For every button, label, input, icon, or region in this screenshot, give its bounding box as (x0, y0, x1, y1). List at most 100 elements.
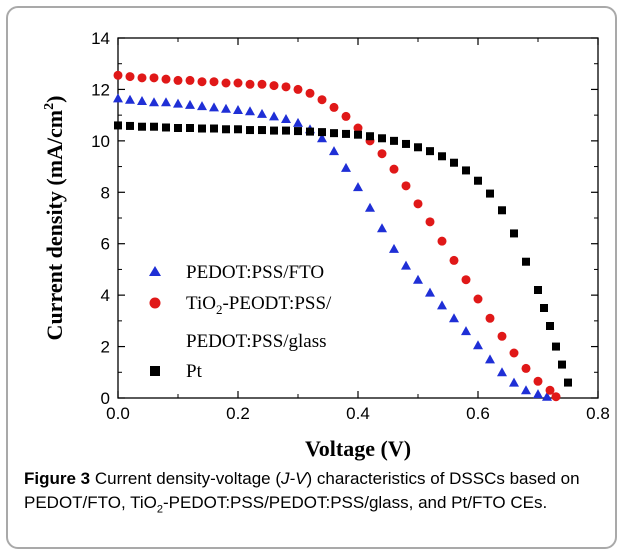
data-point-circle (533, 376, 543, 386)
x-tick-label: 0.4 (346, 404, 370, 423)
data-point-triangle (233, 105, 243, 114)
data-point-triangle (173, 98, 183, 108)
data-point-square (474, 176, 482, 185)
data-point-triangle (437, 300, 447, 310)
y-tick-label: 4 (101, 286, 110, 305)
legend-label-pedot-fto: PEDOT:PSS/FTO (186, 262, 324, 283)
legend-marker-triangle (149, 266, 161, 276)
data-point-square (138, 122, 146, 131)
y-tick-label: 10 (91, 132, 110, 151)
data-point-circle (173, 75, 183, 85)
data-point-triangle (485, 354, 495, 364)
data-point-circle (185, 75, 195, 85)
legend: PEDOT:PSS/FTO TiO2-PEODT:PSS/ PEDOT:PSS/… (149, 262, 332, 382)
data-point-triangle (365, 202, 375, 212)
data-point-triangle (257, 108, 267, 118)
data-point-circle (269, 81, 279, 91)
y-tick-label: 0 (101, 389, 110, 408)
data-point-triangle (269, 111, 279, 121)
data-point-triangle (161, 97, 171, 107)
data-point-square (258, 126, 266, 135)
data-point-circle (545, 385, 555, 395)
data-point-circle (317, 95, 327, 105)
caption-text-a: Current density-voltage ( (90, 469, 281, 488)
data-point-square (282, 126, 290, 135)
data-point-square (414, 143, 422, 152)
legend-label-tio2-prefix: TiO (186, 293, 216, 314)
data-point-square (246, 126, 254, 135)
data-point-triangle (293, 117, 303, 127)
data-point-square (306, 127, 314, 136)
data-point-triangle (341, 162, 351, 172)
data-point-square (462, 166, 470, 175)
data-point-triangle (125, 94, 135, 104)
data-point-triangle (149, 97, 159, 107)
data-point-circle (425, 217, 435, 227)
legend-marker-square (150, 366, 160, 376)
data-point-square (150, 122, 158, 131)
data-point-circle (221, 78, 231, 88)
data-point-circle (281, 82, 291, 92)
series-triangle (113, 93, 552, 401)
data-point-square (222, 125, 230, 134)
data-point-square (366, 132, 374, 141)
data-point-circle (449, 255, 459, 265)
data-point-square (450, 158, 458, 167)
data-point-circle (551, 392, 561, 402)
data-point-circle (341, 111, 351, 121)
data-point-circle (437, 236, 447, 246)
caption-text-b: ) characteristics of DSSCs based on PEDO… (24, 469, 580, 512)
data-point-triangle (197, 101, 207, 111)
data-point-square (558, 360, 566, 369)
data-point-square (402, 139, 410, 148)
series-circle (113, 70, 561, 402)
data-point-circle (113, 70, 123, 80)
data-point-square (318, 128, 326, 137)
data-point-square (270, 126, 278, 135)
data-point-circle (413, 199, 423, 209)
y-tick-label: 8 (101, 183, 110, 202)
data-point-square (498, 206, 506, 215)
x-axis-label: Voltage (V) (305, 436, 411, 461)
data-point-square (564, 378, 572, 387)
y-tick-label: 2 (101, 338, 110, 357)
data-point-triangle (209, 102, 219, 112)
data-point-triangle (449, 313, 459, 323)
x-tick-label: 0.8 (586, 404, 610, 423)
data-point-triangle (509, 377, 519, 387)
data-point-circle (377, 149, 387, 159)
data-point-circle (521, 363, 531, 373)
data-point-circle (293, 84, 303, 94)
data-point-square (534, 286, 542, 294)
y-tick-label: 12 (91, 80, 110, 99)
data-point-square (330, 129, 338, 138)
data-point-square (342, 129, 350, 138)
data-point-triangle (281, 114, 291, 123)
x-tick-label: 0.6 (466, 404, 490, 423)
legend-marker-circle (149, 297, 161, 309)
data-point-triangle (521, 385, 531, 395)
caption-label: Figure 3 (24, 469, 91, 488)
data-point-triangle (425, 287, 435, 297)
data-point-circle (305, 88, 315, 98)
data-point-triangle (401, 260, 411, 270)
data-point-square (552, 342, 560, 351)
data-point-circle (161, 74, 171, 84)
x-tick-label: 0.2 (226, 404, 250, 423)
data-point-triangle (245, 106, 255, 116)
data-point-square (378, 134, 386, 143)
data-point-triangle (329, 146, 339, 156)
y-tick-label: 14 (91, 29, 110, 48)
data-point-triangle (185, 99, 195, 109)
data-point-circle (125, 72, 135, 82)
data-point-square (522, 257, 530, 266)
data-point-square (198, 124, 206, 133)
caption-italic: J-V (281, 469, 307, 488)
data-point-circle (497, 331, 507, 341)
data-point-circle (485, 313, 495, 323)
data-point-square (540, 304, 548, 312)
data-point-square (546, 322, 554, 330)
data-point-circle (209, 77, 219, 87)
data-point-square (186, 124, 194, 132)
y-axis-label-sup: 2 (42, 103, 57, 110)
